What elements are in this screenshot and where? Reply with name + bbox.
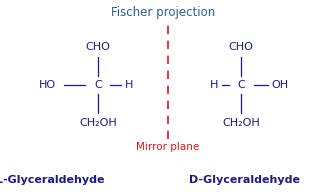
Text: D-Glyceraldehyde: D-Glyceraldehyde <box>189 175 300 185</box>
Text: H: H <box>125 80 133 90</box>
Text: Fischer projection: Fischer projection <box>111 6 215 19</box>
Text: CHO: CHO <box>85 42 110 52</box>
Text: CH₂OH: CH₂OH <box>222 118 260 128</box>
Text: OH: OH <box>272 80 289 90</box>
Text: CHO: CHO <box>229 42 254 52</box>
Text: Mirror plane: Mirror plane <box>136 142 200 152</box>
Text: L-Glyceraldehyde: L-Glyceraldehyde <box>0 175 105 185</box>
Text: H: H <box>210 80 219 90</box>
Text: C: C <box>237 80 245 90</box>
Text: CH₂OH: CH₂OH <box>79 118 117 128</box>
Text: HO: HO <box>39 80 56 90</box>
Text: C: C <box>94 80 102 90</box>
